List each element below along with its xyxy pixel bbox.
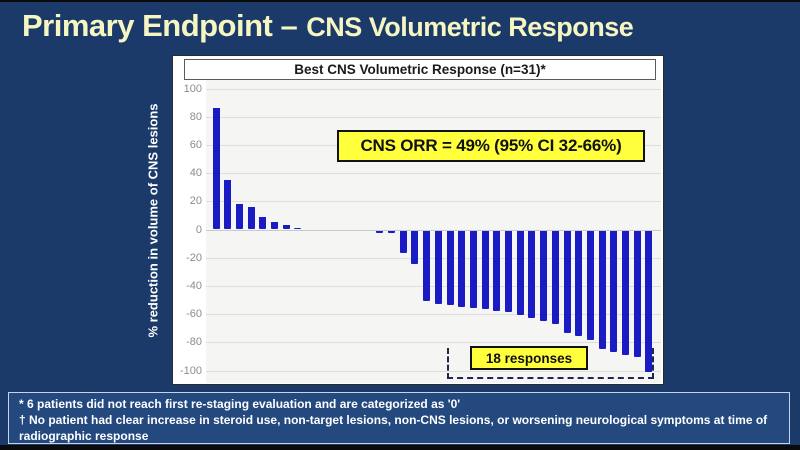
bottom-black-bar bbox=[0, 445, 800, 450]
gridline--20 bbox=[206, 257, 661, 259]
title-cns-volumetric-response: CNS Volumetric Response bbox=[306, 12, 634, 42]
responses-label: 18 responses bbox=[470, 346, 588, 370]
bar bbox=[528, 230, 536, 318]
bar bbox=[458, 230, 466, 307]
bar bbox=[224, 180, 232, 230]
bar bbox=[610, 230, 618, 352]
bar bbox=[540, 230, 548, 321]
bar bbox=[235, 204, 243, 230]
gridline-40 bbox=[206, 173, 661, 175]
y-tick-20: 20 bbox=[189, 195, 202, 208]
y-axis-label: % reduction in volume of CNS lesions bbox=[145, 102, 161, 338]
gridline-100 bbox=[206, 88, 661, 90]
y-tick--100: -100 bbox=[179, 364, 202, 377]
bar bbox=[259, 216, 267, 230]
footnote-line-1: * 6 patients did not reach first re-stag… bbox=[19, 397, 461, 411]
bar bbox=[399, 230, 407, 254]
gridline--60 bbox=[206, 314, 661, 316]
bar bbox=[388, 230, 395, 234]
bar bbox=[551, 230, 559, 324]
gridline-20 bbox=[206, 201, 661, 203]
bar bbox=[645, 230, 653, 372]
gridline--100 bbox=[206, 370, 661, 372]
bar bbox=[282, 225, 290, 230]
y-tick-80: 80 bbox=[189, 110, 202, 123]
bar bbox=[622, 230, 629, 355]
gridline--40 bbox=[206, 285, 661, 287]
orr-callout: CNS ORR = 49% (95% CI 32-66%) bbox=[337, 130, 645, 162]
bar bbox=[294, 228, 302, 230]
bar bbox=[446, 230, 454, 306]
bar bbox=[247, 206, 255, 230]
plot-area: CNS ORR = 49% (95% CI 32-66%) 18 respons… bbox=[180, 80, 661, 383]
top-edge-line bbox=[0, 0, 800, 2]
bar bbox=[411, 230, 419, 265]
bar bbox=[493, 230, 501, 311]
page-title: Primary Endpoint – CNS Volumetric Respons… bbox=[22, 8, 792, 44]
bar bbox=[212, 108, 220, 230]
y-tick-0: 0 bbox=[195, 223, 202, 236]
bar bbox=[376, 230, 384, 234]
bar bbox=[481, 230, 489, 310]
y-tick-60: 60 bbox=[189, 138, 202, 151]
y-tick--60: -60 bbox=[186, 308, 202, 321]
bar bbox=[516, 230, 524, 316]
gridline-80 bbox=[206, 116, 661, 118]
bar bbox=[505, 230, 512, 313]
y-tick-40: 40 bbox=[189, 167, 202, 180]
bar bbox=[598, 230, 606, 349]
y-tick--40: -40 bbox=[186, 279, 202, 292]
bar bbox=[423, 230, 431, 301]
gridline-0 bbox=[206, 229, 661, 231]
bar bbox=[575, 230, 583, 337]
bar bbox=[633, 230, 641, 358]
chart-panel: Best CNS Volumetric Response (n=31)* CNS… bbox=[172, 55, 664, 385]
responses-dashed-box bbox=[447, 348, 654, 379]
y-tick--20: -20 bbox=[186, 251, 202, 264]
footnote-panel: * 6 patients did not reach first re-stag… bbox=[8, 392, 790, 444]
bar bbox=[434, 230, 442, 304]
y-tick-100: 100 bbox=[183, 82, 202, 95]
title-primary-endpoint: Primary Endpoint – bbox=[22, 8, 298, 43]
bar bbox=[586, 230, 594, 341]
bar bbox=[469, 230, 477, 309]
chart-title: Best CNS Volumetric Response (n=31)* bbox=[184, 59, 656, 80]
bar bbox=[271, 222, 278, 230]
gridline--80 bbox=[206, 342, 661, 344]
bar bbox=[563, 230, 571, 334]
y-tick--80: -80 bbox=[186, 336, 202, 349]
footnote-line-2: † No patient had clear increase in stero… bbox=[19, 413, 768, 443]
